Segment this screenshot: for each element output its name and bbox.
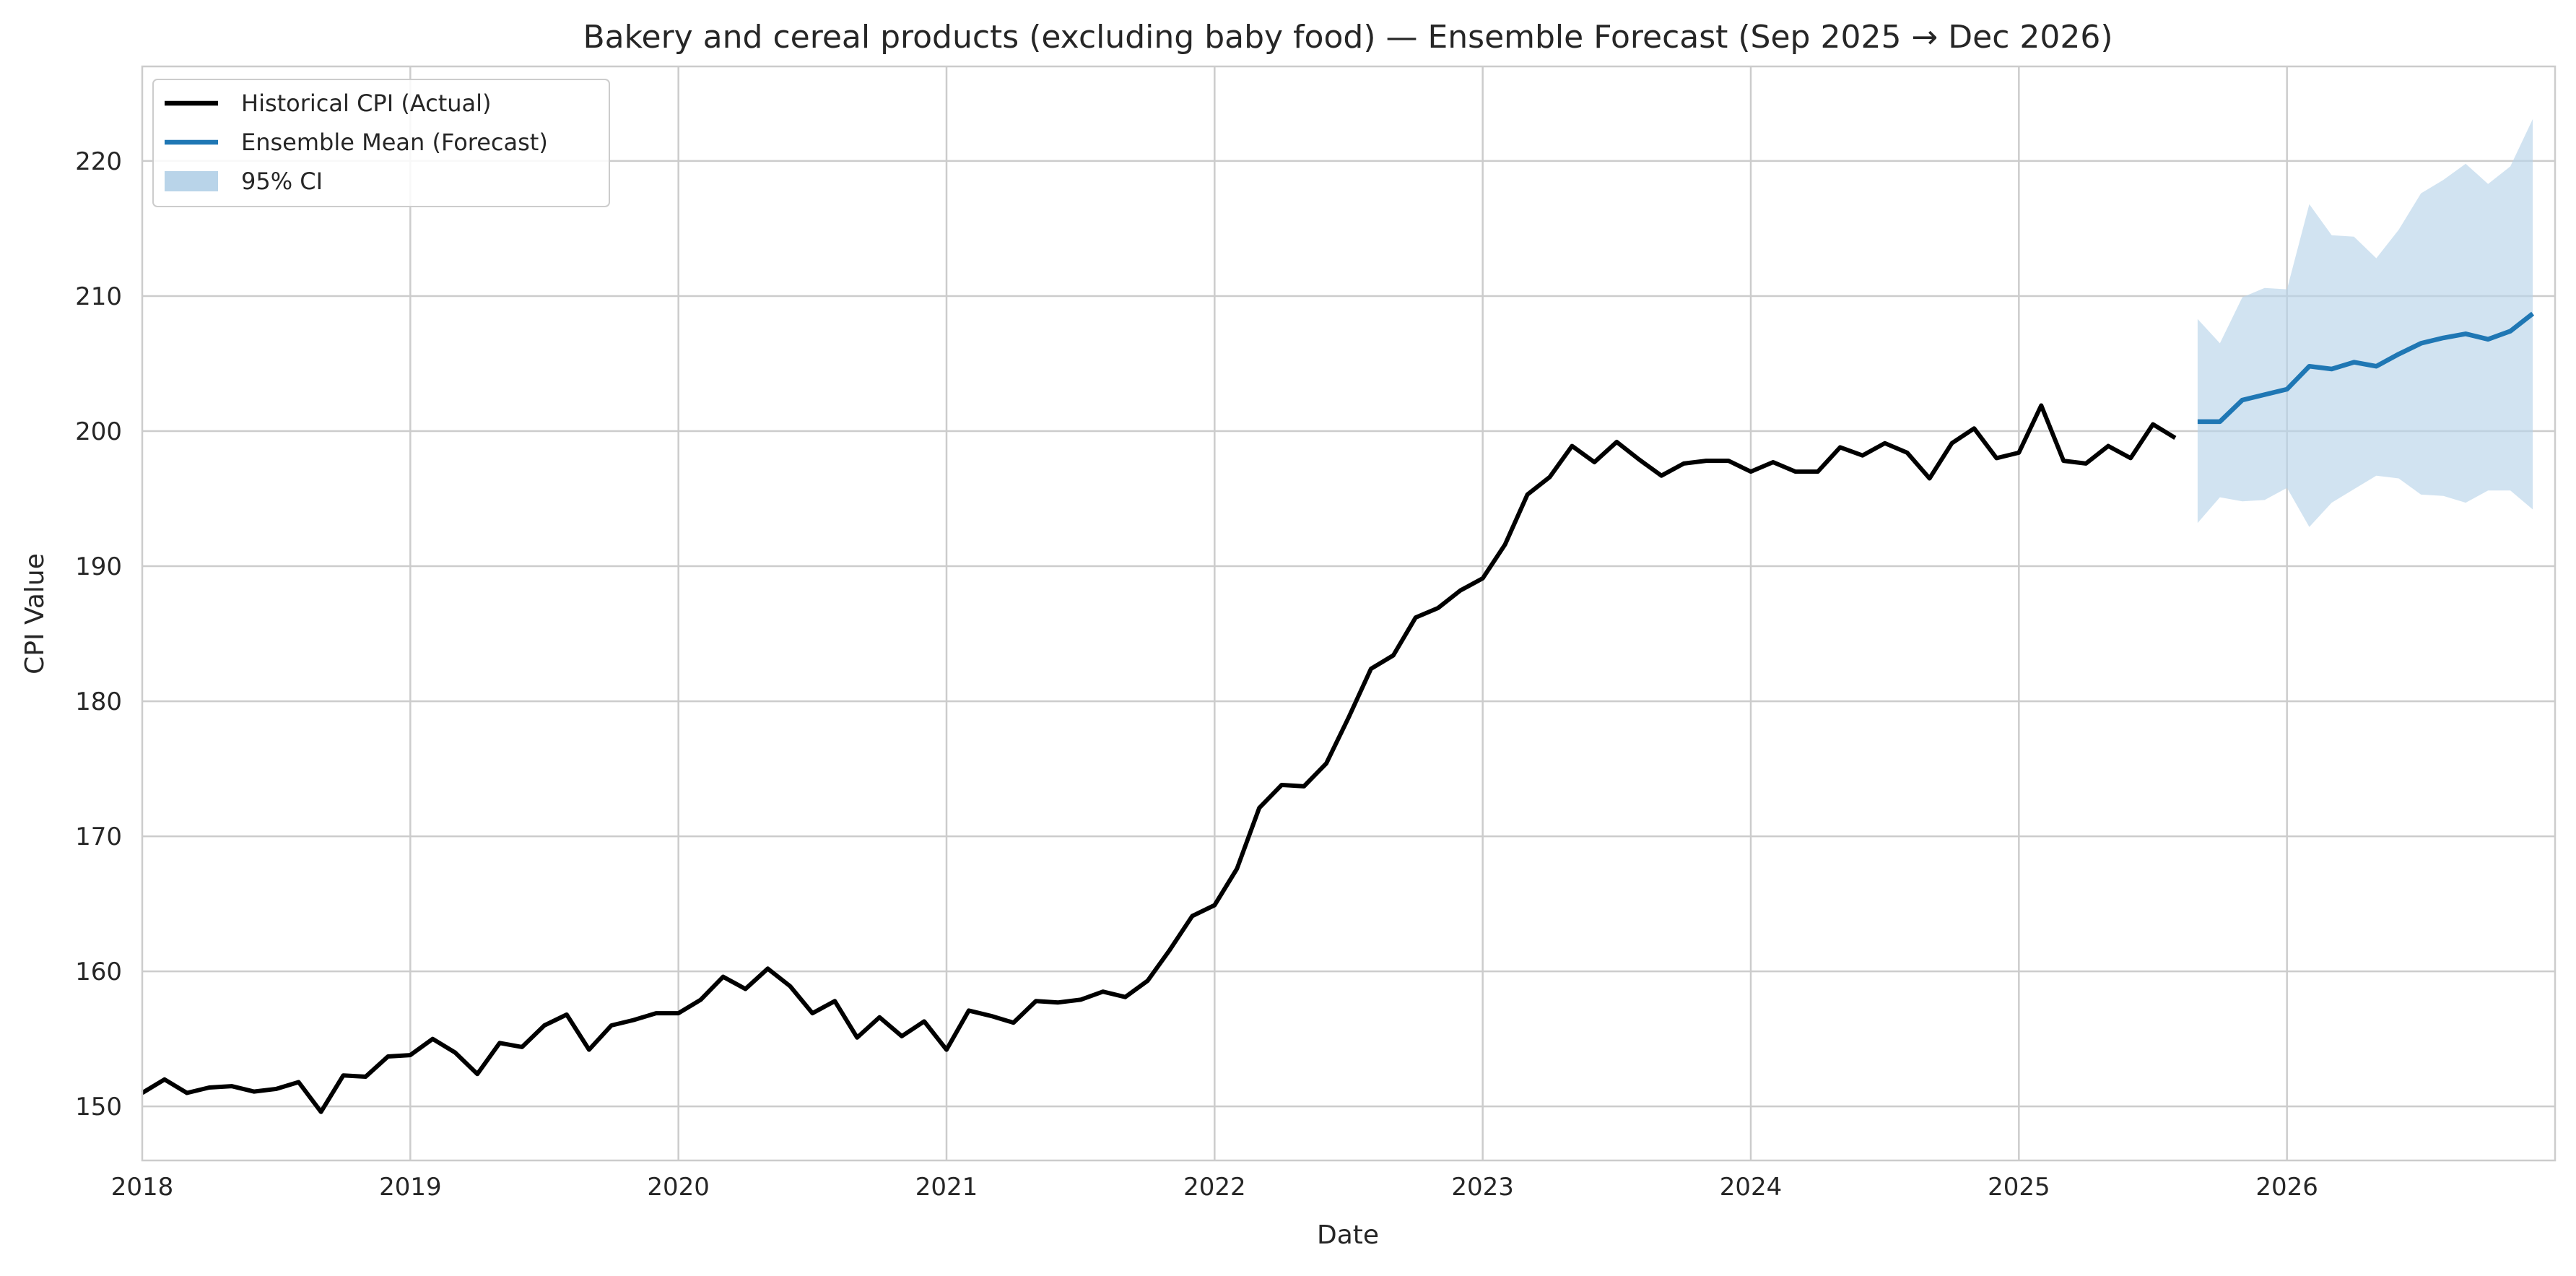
ensemble-mean-line [2197,311,2535,425]
y-tick-label: 220 [75,147,122,176]
y-tick-labels: 150 160 170 180 190 200 210 220 [75,147,122,1121]
x-tick-label: 2024 [1720,1173,1783,1202]
legend-box [152,79,610,207]
x-tick-label: 2023 [1451,1173,1514,1202]
x-tick-label: 2019 [379,1173,442,1202]
x-tick-label: 2020 [647,1173,710,1202]
y-axis-label: CPI Value [20,553,50,674]
x-tick-labels: 2018 2019 2020 2021 2022 2023 2024 2025 2026 [111,1173,2318,1202]
x-tick-label: 2021 [915,1173,978,1202]
legend-label: Historical CPI (Actual) [241,90,492,117]
legend: Historical CPI (Actual) Ensemble Mean (Fo… [152,79,610,207]
legend-items: Historical CPI (Actual) Ensemble Mean (Fo… [165,90,548,195]
y-tick-label: 170 [75,823,122,851]
y-tick-label: 200 [75,417,122,446]
x-tick-label: 2026 [2255,1173,2318,1202]
y-tick-label: 210 [75,282,122,311]
plot-frame [141,65,2557,1162]
y-tick-label: 150 [75,1093,122,1121]
legend-label: 95% CI [241,168,323,195]
confidence-band-layer [2197,118,2533,527]
x-tick-label: 2025 [1988,1173,2050,1202]
y-tick-label: 190 [75,552,122,581]
legend-swatch-ci [165,171,218,191]
historical-cpi-line [141,403,2177,1114]
y-tick-label: 160 [75,958,122,986]
x-tick-label: 2018 [111,1173,174,1202]
series-layer [141,311,2535,1114]
legend-label: Ensemble Mean (Forecast) [241,129,548,156]
x-tick-label: 2022 [1183,1173,1246,1202]
grid-layer [142,66,2555,1160]
x-axis-label: Date [1317,1220,1379,1250]
chart-title: Bakery and cereal products (excluding ba… [583,19,2112,56]
y-tick-label: 180 [75,687,122,716]
ci-band-95 [2197,118,2533,527]
